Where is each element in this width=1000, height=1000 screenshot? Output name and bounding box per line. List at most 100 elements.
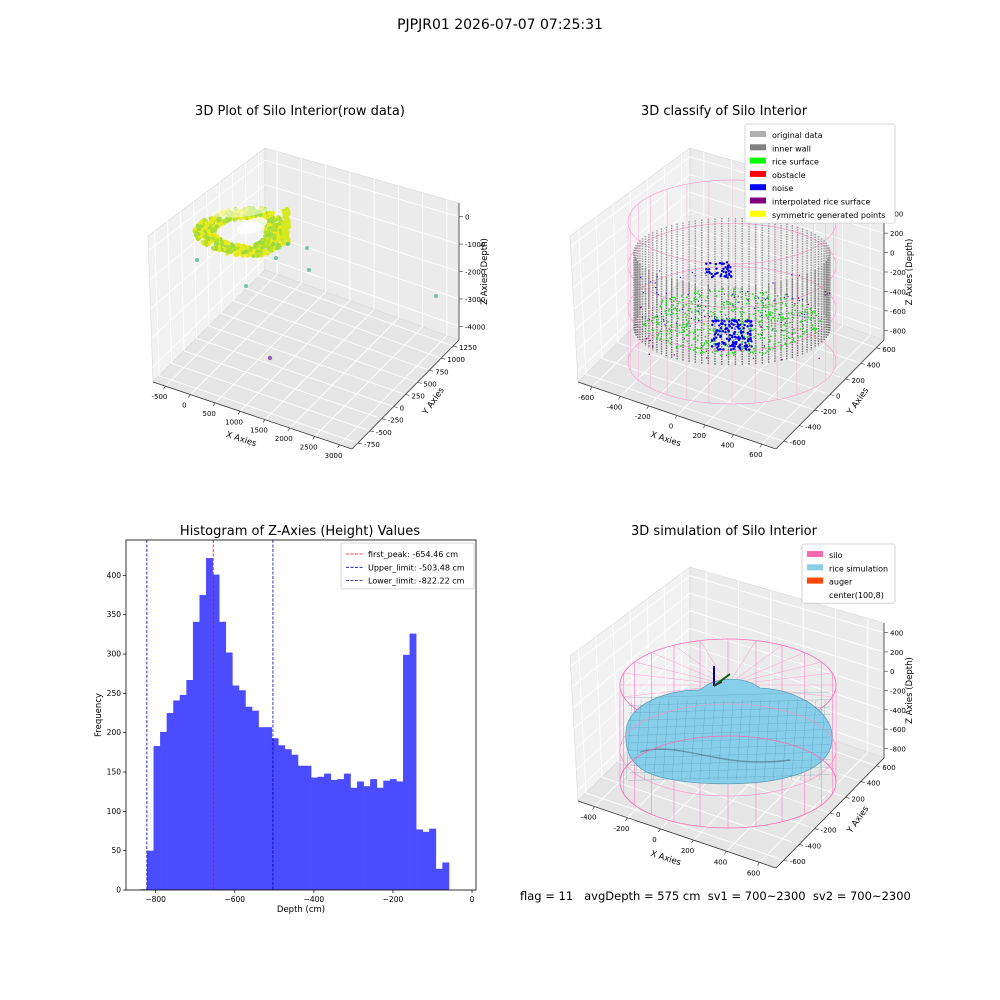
data-point — [230, 248, 235, 253]
y-tick-label: 100 — [107, 807, 122, 816]
rice-surface-point — [710, 315, 713, 318]
y-tick-label: -750 — [364, 441, 380, 449]
interpolated-point — [786, 293, 788, 296]
noise-point — [791, 274, 793, 276]
data-point — [275, 245, 280, 251]
grid-line-y — [167, 221, 370, 432]
noise-point — [687, 293, 689, 296]
rice-mesh-line — [627, 714, 831, 721]
rice-mesh-line — [662, 699, 669, 781]
rice-mesh-line — [627, 729, 831, 736]
silo-ring — [619, 703, 837, 797]
histogram-bar — [317, 776, 325, 890]
rice-surface-point — [708, 344, 710, 347]
noise-point — [736, 336, 739, 340]
rice-surface-point — [799, 311, 801, 314]
data-point — [274, 256, 278, 260]
rice-mesh-line — [791, 699, 798, 781]
legend-label: symmetric generated points — [772, 211, 885, 220]
interpolated-point — [798, 299, 801, 302]
grid-line-z — [572, 610, 885, 709]
y-tick — [417, 382, 422, 384]
y-tick — [829, 812, 835, 815]
grid-line-x — [759, 618, 869, 863]
data-point — [255, 249, 260, 254]
y-tick — [845, 378, 850, 381]
rice-surface-point — [783, 337, 786, 340]
x-tick-label: 600 — [749, 451, 762, 459]
rice-surface-point — [661, 299, 664, 302]
rice-surface-point — [669, 342, 672, 345]
figure-suptitle: PJPJR01 2026-07-07 07:25:31 — [397, 17, 603, 33]
rice-surface-point — [695, 346, 698, 349]
rice-surface-point — [761, 294, 764, 296]
grid-line-z — [571, 592, 885, 688]
rice-surface-point — [767, 313, 770, 316]
noise-point — [739, 329, 743, 333]
interpolated-point — [725, 333, 728, 336]
rice-surface-point — [740, 346, 743, 348]
noise-point — [719, 326, 723, 330]
noise-point — [694, 275, 697, 277]
interpolated-point — [759, 326, 762, 328]
rice-surface-point — [773, 318, 776, 320]
noise-point — [715, 329, 718, 332]
histogram-bar — [343, 773, 351, 890]
rice-surface-point — [812, 317, 815, 320]
rice-surface-point — [775, 329, 778, 332]
rice-mesh-line — [627, 699, 831, 706]
rice-surface-point — [794, 340, 797, 343]
noise-point — [729, 266, 732, 269]
rice-surface-point — [677, 302, 680, 305]
rice-surface-point — [715, 295, 718, 297]
rice-surface-point — [776, 320, 779, 322]
noise-point — [719, 275, 722, 278]
noise-point — [732, 304, 734, 307]
rice-surface-point — [681, 331, 683, 334]
z-tick-label: -800 — [890, 745, 906, 753]
rice-surface-point — [739, 319, 742, 322]
rice-surface-point — [811, 324, 814, 327]
rice-surface-point — [759, 337, 762, 340]
legend-swatch — [807, 577, 823, 584]
rice-surface-point — [669, 298, 671, 300]
noise-point — [642, 291, 645, 294]
noise-point — [737, 301, 739, 304]
y-tick-label: -600 — [790, 858, 806, 866]
x-tick — [262, 419, 266, 423]
y-tick-label: 500 — [423, 380, 436, 388]
rice-surface-point — [774, 334, 777, 337]
noise-point — [711, 323, 714, 327]
rice-surface-point — [815, 314, 818, 317]
grid-line-y — [180, 211, 382, 420]
histogram-bar — [258, 727, 266, 890]
histogram-bar — [192, 621, 200, 890]
noise-point — [734, 335, 737, 339]
rice-surface-point — [754, 316, 757, 319]
rice-surface-point — [723, 301, 725, 304]
rice-surface-point — [718, 290, 721, 293]
rice-surface-point — [721, 302, 723, 305]
x-tick-label: 2000 — [275, 435, 293, 443]
grid-line-z — [574, 645, 885, 750]
rice-surface-point — [758, 351, 761, 354]
rice-surface-point — [765, 313, 767, 316]
rice-surface-point — [806, 312, 809, 315]
rice-surface-point — [699, 328, 701, 331]
data-point — [214, 241, 220, 246]
noise-point — [697, 310, 700, 312]
legend-label: inner wall — [772, 144, 811, 153]
rice-surface-point — [740, 307, 742, 310]
rice-surface-point — [660, 306, 663, 309]
y-tick — [452, 345, 458, 348]
rice-surface-point — [730, 309, 733, 312]
rice-surface-point — [670, 324, 672, 327]
noise-point — [710, 339, 714, 342]
noise-point — [705, 268, 708, 271]
rice-surface-point — [740, 313, 743, 316]
x-tick — [757, 862, 760, 866]
rice-surface-point — [772, 347, 775, 350]
z-tick-label: -4000 — [465, 323, 485, 331]
rice-surface-point — [719, 354, 722, 357]
